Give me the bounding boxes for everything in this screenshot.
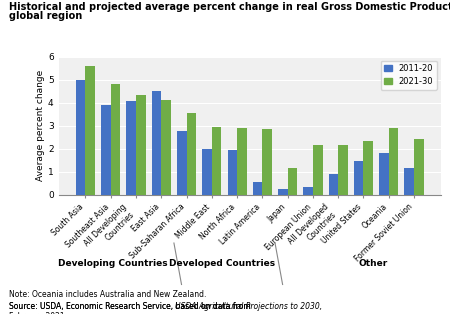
- Bar: [76, 79, 86, 195]
- Text: global region: global region: [9, 11, 82, 21]
- Bar: [177, 131, 187, 195]
- Bar: [405, 168, 414, 195]
- Bar: [313, 145, 323, 195]
- Bar: [152, 91, 161, 195]
- Legend: 2011-20, 2021-30: 2011-20, 2021-30: [381, 61, 437, 89]
- Bar: [212, 127, 221, 195]
- Text: Other: Other: [358, 259, 387, 268]
- Bar: [389, 128, 398, 195]
- Text: Source: USDA, Economic Research Service, based on data from: Source: USDA, Economic Research Service,…: [9, 302, 253, 311]
- Text: USDA Agricultural Projections to 2030,: USDA Agricultural Projections to 2030,: [175, 302, 322, 311]
- Bar: [364, 141, 373, 195]
- Bar: [161, 100, 171, 195]
- Text: Historical and projected average percent change in real Gross Domestic Product b: Historical and projected average percent…: [9, 2, 450, 12]
- Bar: [111, 84, 120, 195]
- Bar: [237, 128, 247, 195]
- Bar: [288, 168, 297, 195]
- Text: Developed Countries: Developed Countries: [169, 259, 275, 268]
- Bar: [278, 189, 288, 195]
- Bar: [228, 150, 237, 195]
- Text: Source: USDA, Economic Research Service, based on data from: Source: USDA, Economic Research Service,…: [9, 302, 253, 311]
- Bar: [303, 187, 313, 195]
- Bar: [262, 129, 272, 195]
- Bar: [354, 161, 364, 195]
- Bar: [126, 101, 136, 195]
- Text: Developing Countries: Developing Countries: [58, 259, 168, 268]
- Text: Note: Oceania includes Australia and New Zealand.: Note: Oceania includes Australia and New…: [9, 290, 207, 300]
- Bar: [187, 113, 196, 195]
- Bar: [86, 66, 95, 195]
- Bar: [328, 174, 338, 195]
- Bar: [202, 149, 212, 195]
- Y-axis label: Average percent change: Average percent change: [36, 70, 45, 181]
- Bar: [338, 145, 348, 195]
- Bar: [101, 105, 111, 195]
- Bar: [253, 182, 262, 195]
- Bar: [379, 153, 389, 195]
- Text: February 2021.: February 2021.: [9, 312, 67, 314]
- Text: Source: USDA, Economic Research Service, based on data from USDA Agricultural Pr: Source: USDA, Economic Research Service,…: [9, 302, 400, 311]
- Bar: [136, 95, 146, 195]
- Bar: [414, 139, 423, 195]
